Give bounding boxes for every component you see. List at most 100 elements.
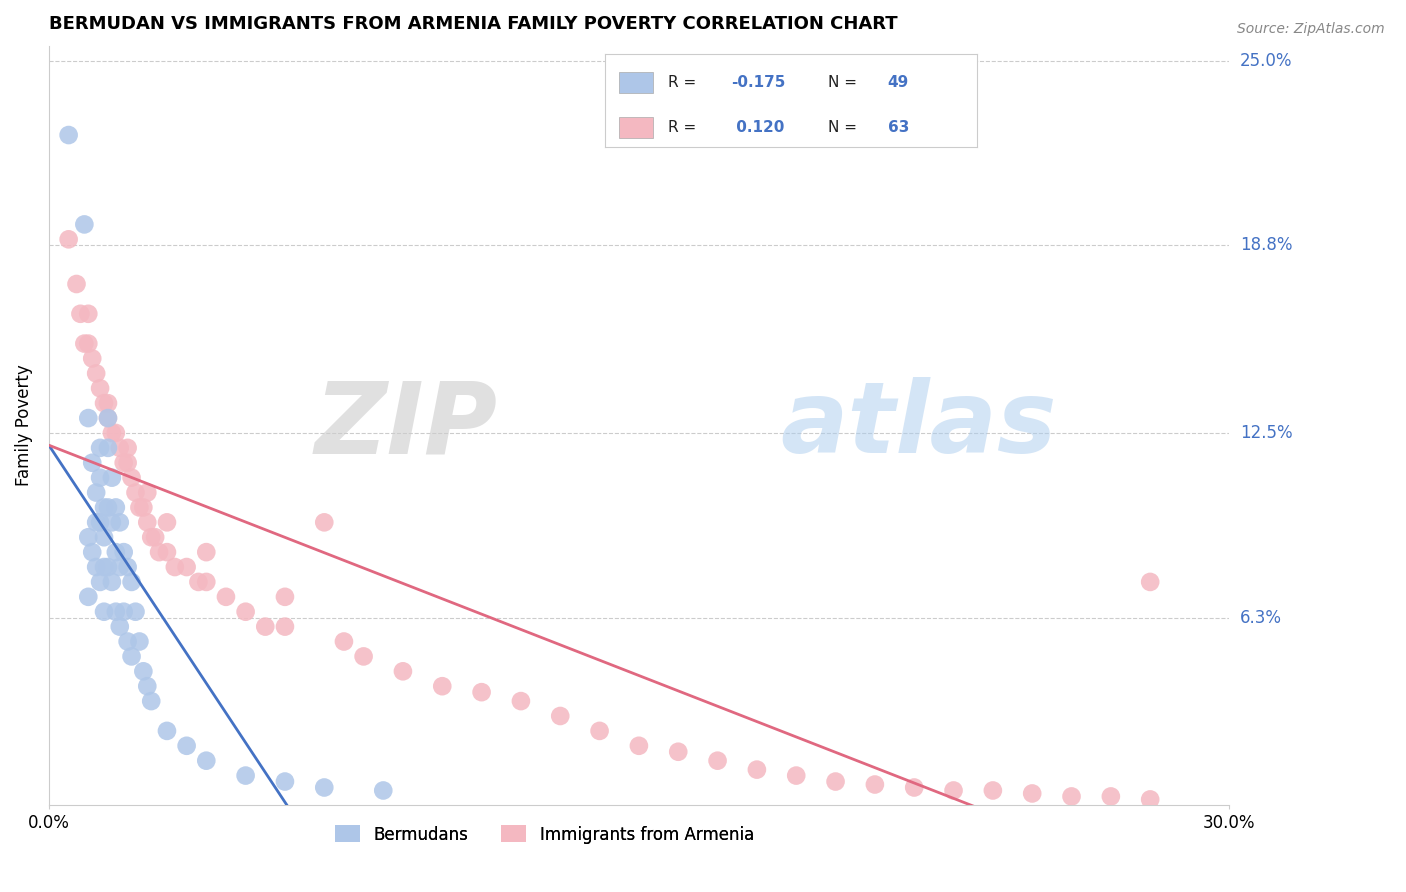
Bermudans (195, 754, 218, 768)
Text: 6.3%: 6.3% (1240, 608, 1282, 627)
Immigrants from Armenia (141, 530, 163, 544)
Immigrants from Armenia (588, 723, 610, 738)
Bermudans (89, 470, 111, 484)
Text: N =: N = (828, 75, 862, 90)
Bermudans (58, 128, 80, 142)
Immigrants from Armenia (509, 694, 531, 708)
Immigrants from Armenia (101, 425, 124, 440)
Bermudans (112, 605, 135, 619)
Immigrants from Armenia (1060, 789, 1083, 804)
Immigrants from Armenia (124, 485, 146, 500)
Bar (620, 72, 652, 93)
Immigrants from Armenia (195, 545, 218, 559)
Bar (620, 117, 652, 138)
Immigrants from Armenia (136, 485, 159, 500)
Immigrants from Armenia (1139, 574, 1161, 589)
Immigrants from Armenia (195, 574, 218, 589)
Bermudans (97, 411, 120, 425)
Immigrants from Armenia (1099, 789, 1122, 804)
Immigrants from Armenia (163, 560, 186, 574)
Bermudans (97, 560, 120, 574)
Bermudans (89, 516, 111, 530)
Bermudans (128, 634, 150, 648)
Bermudans (77, 590, 100, 604)
Text: 0.120: 0.120 (731, 120, 785, 135)
Immigrants from Armenia (73, 336, 96, 351)
Bermudans (93, 560, 115, 574)
Immigrants from Armenia (235, 605, 257, 619)
Text: 49: 49 (887, 75, 910, 90)
Bermudans (89, 574, 111, 589)
Immigrants from Armenia (93, 396, 115, 410)
Bermudans (108, 516, 131, 530)
Text: ZIP: ZIP (315, 377, 498, 474)
Bermudans (314, 780, 336, 795)
Bermudans (141, 694, 163, 708)
Immigrants from Armenia (58, 232, 80, 246)
Bermudans (97, 500, 120, 515)
Immigrants from Armenia (69, 307, 91, 321)
Immigrants from Armenia (627, 739, 650, 753)
Bermudans (97, 441, 120, 455)
Immigrants from Armenia (121, 470, 143, 484)
Bermudans (84, 516, 107, 530)
Text: R =: R = (668, 75, 702, 90)
Immigrants from Armenia (666, 745, 689, 759)
Text: 18.8%: 18.8% (1240, 236, 1292, 254)
Text: Source: ZipAtlas.com: Source: ZipAtlas.com (1237, 22, 1385, 37)
Immigrants from Armenia (117, 456, 139, 470)
Bermudans (101, 574, 124, 589)
Immigrants from Armenia (117, 441, 139, 455)
Text: 63: 63 (887, 120, 910, 135)
Bermudans (136, 679, 159, 693)
Immigrants from Armenia (353, 649, 375, 664)
Immigrants from Armenia (104, 425, 127, 440)
Bermudans (132, 665, 155, 679)
Immigrants from Armenia (471, 685, 494, 699)
Immigrants from Armenia (128, 500, 150, 515)
Bermudans (117, 634, 139, 648)
Immigrants from Armenia (274, 590, 297, 604)
Immigrants from Armenia (148, 545, 170, 559)
Bermudans (117, 560, 139, 574)
Bermudans (77, 411, 100, 425)
Bermudans (373, 783, 395, 797)
Immigrants from Armenia (333, 634, 356, 648)
Bermudans (89, 441, 111, 455)
Text: 12.5%: 12.5% (1240, 424, 1292, 442)
Bermudans (77, 530, 100, 544)
Bermudans (82, 456, 104, 470)
Bermudans (101, 516, 124, 530)
Immigrants from Armenia (1021, 787, 1043, 801)
Immigrants from Armenia (215, 590, 238, 604)
Immigrants from Armenia (392, 665, 415, 679)
Bermudans (104, 500, 127, 515)
Bermudans (104, 605, 127, 619)
Immigrants from Armenia (824, 774, 846, 789)
Bermudans (121, 649, 143, 664)
Bermudans (73, 218, 96, 232)
Immigrants from Armenia (903, 780, 925, 795)
Immigrants from Armenia (97, 411, 120, 425)
Immigrants from Armenia (981, 783, 1004, 797)
Immigrants from Armenia (136, 516, 159, 530)
Immigrants from Armenia (863, 778, 886, 792)
Bermudans (93, 605, 115, 619)
Text: BERMUDAN VS IMMIGRANTS FROM ARMENIA FAMILY POVERTY CORRELATION CHART: BERMUDAN VS IMMIGRANTS FROM ARMENIA FAMI… (49, 15, 897, 33)
Immigrants from Armenia (156, 516, 179, 530)
Immigrants from Armenia (706, 754, 728, 768)
Text: R =: R = (668, 120, 702, 135)
Legend: Bermudans, Immigrants from Armenia: Bermudans, Immigrants from Armenia (328, 819, 761, 850)
Bermudans (112, 545, 135, 559)
Immigrants from Armenia (314, 516, 336, 530)
Immigrants from Armenia (156, 545, 179, 559)
Bermudans (101, 470, 124, 484)
Immigrants from Armenia (187, 574, 209, 589)
Text: atlas: atlas (780, 377, 1057, 474)
Bermudans (104, 545, 127, 559)
Immigrants from Armenia (89, 381, 111, 395)
Immigrants from Armenia (97, 396, 120, 410)
Immigrants from Armenia (254, 619, 277, 633)
Bermudans (93, 500, 115, 515)
Immigrants from Armenia (274, 619, 297, 633)
